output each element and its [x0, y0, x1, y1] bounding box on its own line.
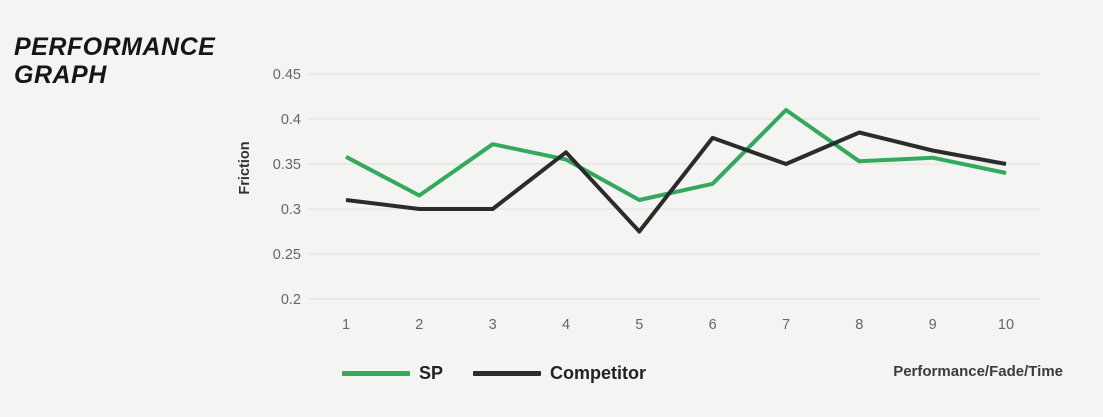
chart-legend: SP Competitor — [342, 363, 646, 384]
series-line-competitor — [345, 130, 1007, 234]
legend-label-competitor: Competitor — [550, 363, 647, 383]
page-title: PERFORMANCE GRAPH — [14, 33, 216, 89]
x-tick-label: 9 — [929, 317, 937, 333]
y-axis-label: Friction — [237, 141, 253, 194]
y-tick-label: 0.4 — [281, 112, 301, 128]
y-tick-label: 0.3 — [281, 202, 301, 218]
y-tick-label: 0.35 — [273, 157, 301, 173]
x-tick-label: 7 — [782, 317, 790, 333]
x-tick-label: 2 — [415, 317, 423, 333]
x-axis-caption: Performance/Fade/Time — [893, 363, 1063, 380]
y-tick-label: 0.25 — [273, 247, 301, 263]
y-tick-label: 0.2 — [281, 292, 301, 308]
sp-line-swatch — [342, 371, 410, 376]
x-tick-label: 10 — [998, 317, 1014, 333]
x-tick-label: 3 — [489, 317, 497, 333]
competitor-line-swatch — [473, 371, 542, 376]
series-line-sp — [345, 108, 1007, 202]
y-tick-label: 0.45 — [273, 67, 301, 83]
x-tick-label: 8 — [855, 317, 863, 333]
x-tick-label: 1 — [342, 317, 350, 333]
x-tick-label: 5 — [635, 317, 643, 333]
legend-item-competitor: Competitor — [473, 363, 646, 384]
legend-label-sp: SP — [419, 363, 444, 383]
x-tick-label: 4 — [562, 317, 570, 333]
x-tick-label: 6 — [709, 317, 717, 333]
legend-item-sp: SP — [342, 363, 443, 384]
